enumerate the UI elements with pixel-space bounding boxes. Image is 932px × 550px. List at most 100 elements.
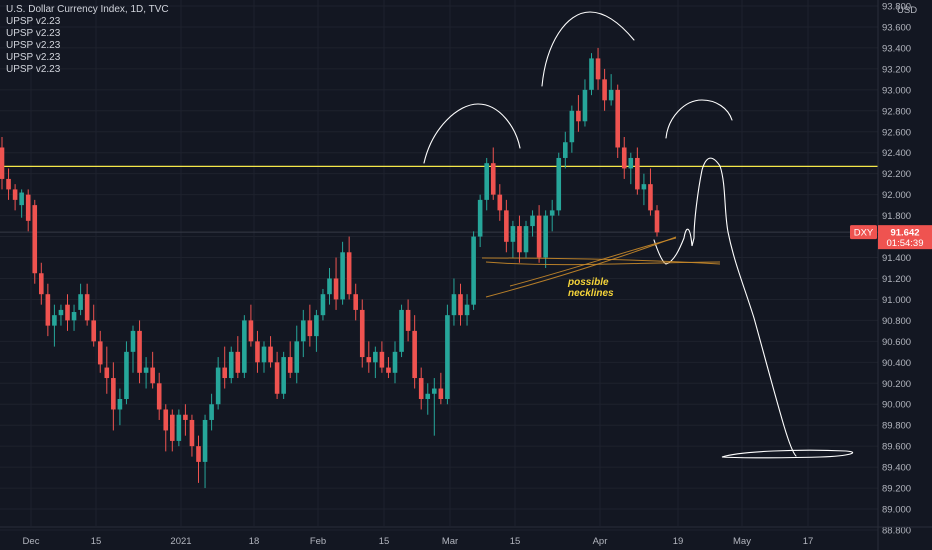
candle-body [163, 409, 169, 431]
candle-body [156, 383, 162, 410]
indicator-label[interactable]: UPSP v2.23 [6, 16, 61, 27]
candle-body [510, 226, 516, 242]
candle-body [150, 367, 155, 384]
y-tick-label: 92.400 [882, 148, 911, 159]
candle-body [281, 357, 286, 394]
candle-body [301, 320, 306, 342]
y-tick-label: 93.400 [882, 43, 911, 54]
candle-body [635, 157, 640, 190]
price-badge [878, 225, 932, 250]
x-tick-label: Mar [442, 536, 458, 547]
candle-body [65, 304, 70, 321]
candle-body [392, 351, 398, 373]
freehand-drawing[interactable] [541, 11, 635, 87]
freehand-drawing[interactable] [721, 449, 853, 459]
candle-body [183, 414, 188, 420]
y-tick-label: 92.600 [882, 127, 911, 138]
candle-body [215, 367, 221, 405]
x-tick-label: 2021 [170, 536, 191, 547]
candle-body [451, 294, 457, 316]
y-tick-label: 92.200 [882, 169, 911, 180]
x-tick-label: 18 [249, 536, 260, 547]
candle-body [52, 315, 57, 326]
candle-body [569, 110, 575, 143]
candle-body [379, 351, 385, 368]
candle-body [615, 89, 620, 148]
candle-body [563, 142, 568, 158]
y-tick-label: 89.000 [882, 505, 911, 516]
candle-body [445, 315, 450, 399]
candle-body [261, 346, 267, 363]
annotation-line: possible [567, 277, 609, 288]
candle-body [648, 184, 653, 211]
candle-body [340, 252, 345, 300]
candle-body [287, 357, 293, 373]
y-tick-label: 91.400 [882, 253, 911, 264]
freehand-drawing[interactable] [653, 157, 797, 457]
chart-title[interactable]: U.S. Dollar Currency Index, 1D, TVC [6, 4, 169, 15]
candle-body [399, 309, 404, 352]
freehand-drawing[interactable] [423, 103, 521, 164]
freehand-drawing[interactable] [665, 99, 733, 139]
indicator-label[interactable]: UPSP v2.23 [6, 28, 61, 39]
y-tick-label: 92.800 [882, 106, 911, 117]
candle-body [464, 304, 470, 316]
x-tick-label: Dec [23, 536, 40, 547]
candle-body [45, 294, 51, 326]
candle-body [602, 79, 607, 101]
candle-body [124, 351, 129, 399]
candle-body [19, 192, 24, 206]
indicator-label[interactable]: UPSP v2.23 [6, 40, 61, 51]
candle-body [222, 367, 227, 379]
candle-body [373, 351, 378, 363]
y-tick-label: 90.000 [882, 400, 911, 411]
candle-body [170, 414, 175, 441]
y-tick-label: 93.000 [882, 85, 911, 96]
y-tick-label: 90.400 [882, 358, 911, 369]
indicator-label[interactable]: UPSP v2.23 [6, 64, 61, 75]
candle-body [0, 147, 5, 179]
candle-body [412, 330, 417, 379]
candle-body [504, 210, 509, 242]
drawings[interactable] [423, 11, 853, 459]
neckline[interactable] [485, 261, 721, 266]
candle-body [523, 226, 529, 253]
candle-body [176, 414, 182, 441]
candle-body [641, 184, 647, 190]
neckline[interactable] [509, 237, 677, 287]
candles [0, 47, 660, 489]
y-tick-label: 91.200 [882, 274, 911, 285]
candle-body [333, 278, 339, 300]
candle-body [497, 194, 503, 211]
x-tick-label: Feb [310, 536, 326, 547]
x-tick-label: 15 [510, 536, 521, 547]
candle-body [576, 110, 581, 122]
candle-body [196, 446, 201, 462]
candle-body [320, 294, 326, 316]
candle-body [471, 236, 476, 305]
candle-body [117, 399, 123, 410]
y-tick-label: 90.800 [882, 316, 911, 327]
candle-body [517, 226, 522, 253]
candle-body [6, 178, 11, 190]
candle-body [104, 367, 110, 379]
y-tick-label: 91.000 [882, 295, 911, 306]
symbol-badge [850, 225, 877, 240]
x-tick-label: 19 [673, 536, 684, 547]
y-tick-label: 89.600 [882, 442, 911, 453]
candle-body [12, 189, 18, 200]
countdown-label: 01:54:39 [887, 238, 924, 249]
candle-body [432, 388, 437, 394]
y-tick-label: 91.800 [882, 211, 911, 222]
neckline[interactable] [485, 236, 677, 298]
candle-body [130, 330, 136, 352]
chart-grid [0, 0, 878, 531]
candle-body [353, 294, 358, 310]
candle-body [39, 273, 44, 295]
chart-legend: U.S. Dollar Currency Index, 1D, TVC UPSP… [6, 4, 169, 76]
indicator-label[interactable]: UPSP v2.23 [6, 52, 61, 63]
